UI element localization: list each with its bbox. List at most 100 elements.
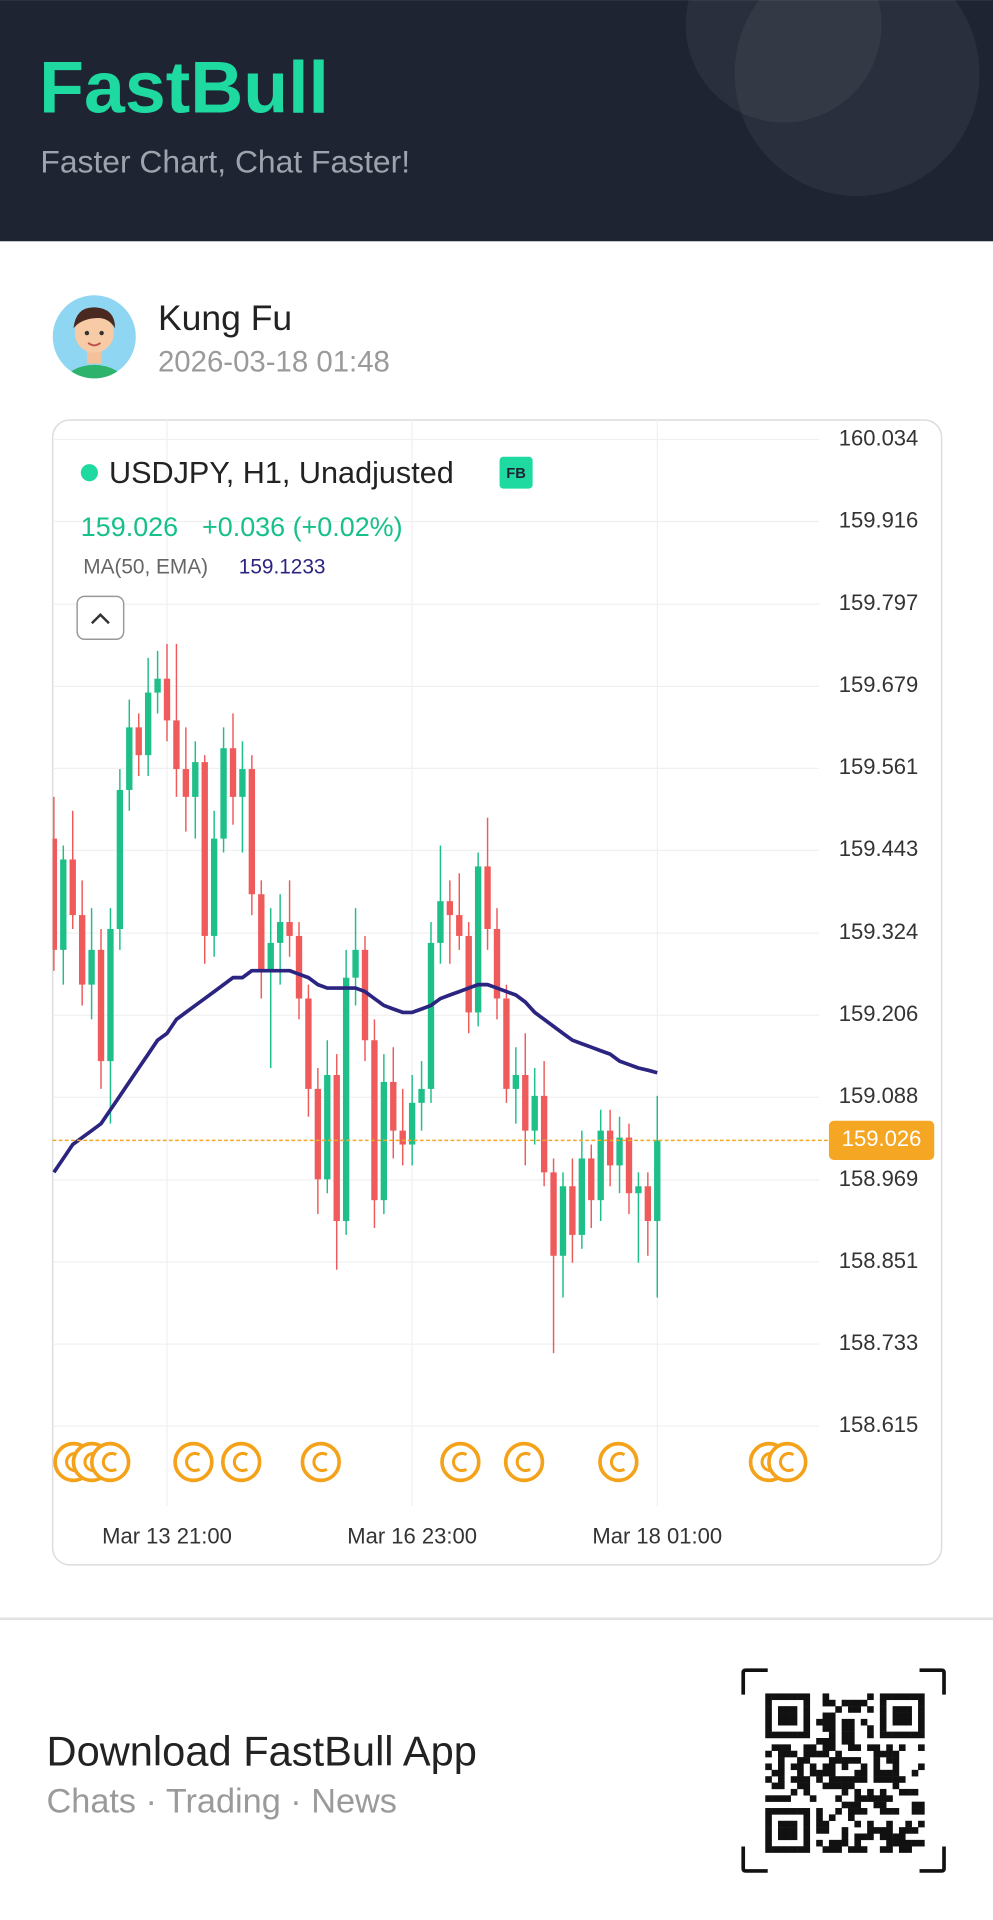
qr-module bbox=[879, 1750, 887, 1758]
qr-module bbox=[841, 1776, 849, 1783]
qr-module bbox=[905, 1712, 912, 1720]
qr-module bbox=[854, 1833, 862, 1841]
qr-module bbox=[828, 1712, 836, 1720]
qr-module bbox=[790, 1808, 798, 1815]
candle-body bbox=[163, 678, 171, 721]
candle-body bbox=[276, 922, 284, 943]
candle-body bbox=[107, 928, 114, 1062]
qr-module bbox=[879, 1795, 887, 1802]
qr-module bbox=[777, 1776, 785, 1783]
qr-module bbox=[854, 1820, 862, 1828]
qr-module bbox=[892, 1706, 900, 1713]
qr-module bbox=[765, 1814, 772, 1822]
candle-body bbox=[540, 1095, 548, 1173]
qr-module bbox=[797, 1776, 804, 1783]
qr-module bbox=[803, 1731, 811, 1739]
qr-module bbox=[777, 1706, 785, 1713]
qr-module bbox=[848, 1725, 855, 1732]
collapse-button[interactable] bbox=[76, 595, 125, 640]
qr-module bbox=[765, 1795, 772, 1802]
qr-module bbox=[803, 1814, 811, 1822]
candle-body bbox=[220, 748, 227, 839]
qr-module bbox=[828, 1769, 836, 1777]
qr-module bbox=[848, 1744, 855, 1751]
candle-body bbox=[305, 998, 312, 1089]
chevron-icon bbox=[90, 612, 110, 625]
qr-module bbox=[867, 1833, 874, 1841]
qr-module bbox=[898, 1744, 906, 1751]
x-tick-label: Mar 13 21:00 bbox=[102, 1524, 232, 1549]
qr-module bbox=[816, 1750, 823, 1758]
qr-module bbox=[841, 1731, 849, 1739]
qr-module bbox=[879, 1731, 887, 1739]
qr-module bbox=[822, 1693, 830, 1701]
qr-module bbox=[828, 1814, 836, 1822]
chart-title: USDJPY, H1, Unadjusted bbox=[109, 456, 454, 490]
qr-module bbox=[848, 1737, 855, 1745]
qr-module bbox=[867, 1820, 874, 1828]
candle-body bbox=[408, 1102, 416, 1145]
qr-module bbox=[886, 1776, 893, 1783]
qr-module bbox=[835, 1706, 842, 1713]
qr-module bbox=[797, 1782, 804, 1790]
qr-module bbox=[860, 1833, 868, 1841]
event-icon-glyph bbox=[185, 1451, 201, 1473]
qr-module bbox=[784, 1706, 791, 1713]
candle-body bbox=[239, 769, 246, 797]
qr-module bbox=[765, 1725, 772, 1732]
qr-module bbox=[841, 1788, 849, 1796]
qr-module bbox=[816, 1827, 823, 1834]
event-icon-ring bbox=[440, 1441, 481, 1483]
candle-body bbox=[116, 789, 124, 929]
event-icon bbox=[598, 1441, 639, 1483]
qr-module bbox=[886, 1808, 893, 1815]
event-icon bbox=[300, 1441, 341, 1483]
qr-module bbox=[803, 1839, 811, 1847]
y-tick-label: 158.851 bbox=[839, 1248, 919, 1273]
event-icon bbox=[440, 1441, 481, 1483]
qr-module bbox=[892, 1769, 900, 1777]
qr-module bbox=[765, 1833, 772, 1841]
candle-body bbox=[248, 769, 256, 895]
qr-module bbox=[854, 1846, 862, 1853]
qr-module bbox=[777, 1744, 785, 1751]
qr-module bbox=[771, 1846, 779, 1853]
qr-module bbox=[841, 1725, 849, 1732]
candle-body bbox=[484, 866, 491, 929]
qr-module bbox=[918, 1820, 925, 1828]
candle-body bbox=[135, 727, 142, 756]
qr-module bbox=[854, 1706, 862, 1713]
qr-module bbox=[777, 1693, 785, 1701]
badge-bg bbox=[499, 456, 533, 489]
qr-module bbox=[835, 1795, 842, 1802]
qr-module bbox=[867, 1693, 874, 1701]
qr-module bbox=[803, 1846, 811, 1853]
qr-module bbox=[803, 1744, 811, 1751]
event-icon-ring bbox=[767, 1441, 808, 1483]
qr-module bbox=[879, 1776, 887, 1783]
qr-module bbox=[771, 1782, 779, 1790]
qr-module bbox=[835, 1808, 842, 1815]
qr-module bbox=[854, 1795, 862, 1802]
qr-module bbox=[867, 1827, 874, 1834]
qr-module bbox=[835, 1839, 842, 1847]
qr-module bbox=[898, 1839, 906, 1847]
qr-module bbox=[803, 1776, 811, 1783]
qr-module bbox=[803, 1808, 811, 1815]
qr-module bbox=[797, 1846, 804, 1853]
qr-module bbox=[905, 1846, 912, 1853]
qr-module bbox=[860, 1763, 868, 1771]
qr-module bbox=[777, 1718, 785, 1726]
candle-body bbox=[503, 998, 510, 1089]
qr-module bbox=[879, 1725, 887, 1732]
qr-module bbox=[790, 1827, 798, 1834]
y-tick-label: 159.797 bbox=[839, 590, 919, 615]
qr-module bbox=[784, 1833, 791, 1841]
qr-module bbox=[918, 1693, 925, 1701]
qr-module bbox=[822, 1782, 830, 1790]
event-icon-glyph bbox=[515, 1451, 531, 1473]
qr-module bbox=[816, 1820, 823, 1828]
qr-module bbox=[790, 1833, 798, 1841]
candle-body bbox=[625, 1137, 633, 1194]
qr-module bbox=[771, 1808, 779, 1815]
